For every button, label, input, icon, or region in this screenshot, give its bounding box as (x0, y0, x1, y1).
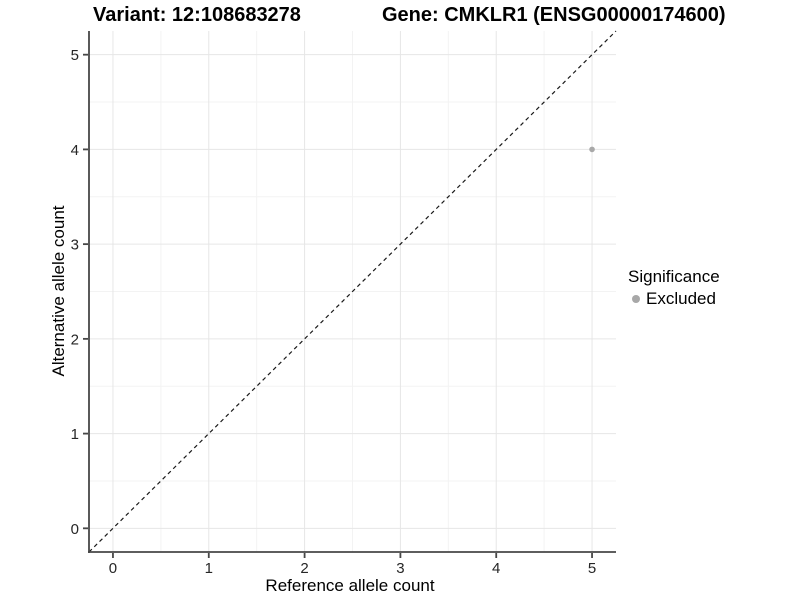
data-point (589, 146, 595, 153)
identity-line (88, 30, 617, 553)
y-tick-label: 5 (71, 47, 79, 64)
y-tick-label: 2 (71, 331, 79, 348)
x-tick-label: 5 (588, 560, 596, 577)
legend-title: Significance (628, 267, 720, 286)
legend-item-label: Excluded (646, 289, 716, 308)
gene-title: Gene: CMKLR1 (ENSG00000174600) (382, 4, 726, 26)
y-tick-label: 1 (71, 426, 79, 443)
variant-title: Variant: 12:108683278 (93, 4, 301, 26)
y-axis-title: Alternative allele count (49, 205, 68, 377)
y-tick-label: 4 (71, 142, 79, 159)
x-tick-label: 1 (205, 560, 213, 577)
legend-point-icon (632, 295, 640, 303)
x-axis-title: Reference allele count (265, 576, 435, 595)
x-tick-label: 2 (300, 560, 308, 577)
x-tick-label: 0 (109, 560, 117, 577)
legend: Significance Excluded (628, 266, 720, 310)
y-tick-label: 3 (71, 237, 79, 254)
x-tick-label: 3 (396, 560, 404, 577)
x-tick-label: 4 (492, 560, 500, 577)
legend-item-excluded: Excluded (628, 288, 720, 310)
y-tick-label: 0 (71, 521, 79, 538)
